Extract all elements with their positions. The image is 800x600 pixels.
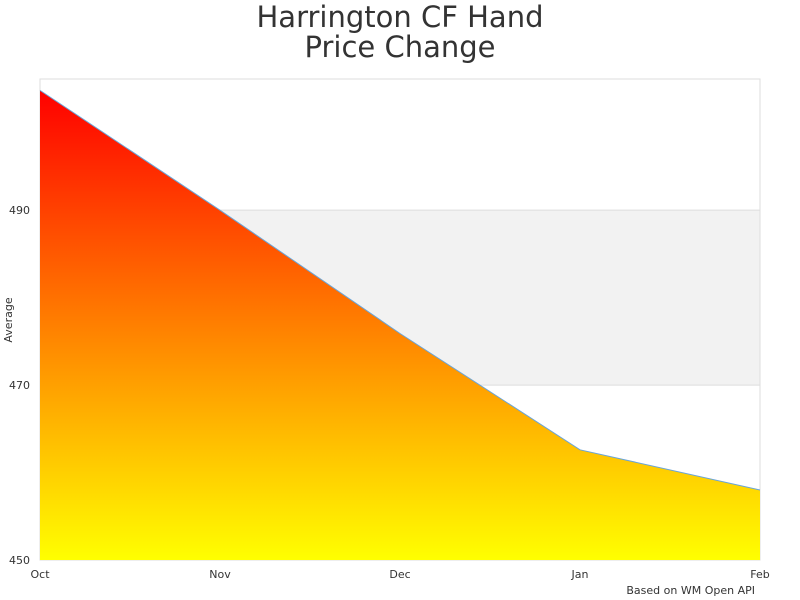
x-tick-label: Dec (389, 568, 410, 581)
credit: Based on WM Open API (626, 584, 755, 597)
y-axis-label: Average (2, 297, 15, 342)
x-tick-label: Jan (571, 568, 589, 581)
y-tick-label: 450 (9, 554, 30, 567)
x-tick-label: Nov (209, 568, 231, 581)
x-tick-label: Oct (30, 568, 50, 581)
y-tick-label: 490 (9, 204, 30, 217)
y-tick-label: 470 (9, 379, 30, 392)
area (40, 90, 760, 561)
chart-title: Harrington CF Hand Price Change (256, 0, 544, 64)
area-line (39, 89, 761, 491)
x-tick-label: Feb (750, 568, 769, 581)
